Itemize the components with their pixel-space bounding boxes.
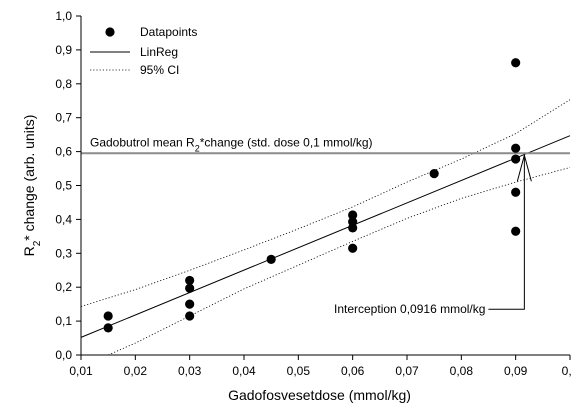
- interception-arrow-shaft: [488, 155, 525, 310]
- y-tick-label: 0,0: [55, 348, 72, 362]
- datapoint: [511, 187, 521, 197]
- y-axis-label-rest: * change (arb. units): [21, 115, 37, 241]
- chart-annotation-layer: Gadobutrol mean R2*change (std. dose 0,1…: [90, 135, 532, 316]
- linreg-line: [80, 135, 571, 338]
- y-axis-label: R2* change (arb. units): [21, 115, 43, 257]
- y-tick-label: 0,4: [55, 212, 72, 226]
- datapoint: [185, 283, 195, 293]
- interception-label: Interception 0,0916 mmol/kg: [334, 302, 485, 316]
- ci-upper-curve: [80, 99, 571, 307]
- reference-label-part: Gadobutrol mean R: [90, 135, 195, 149]
- datapoint: [185, 275, 195, 286]
- datapoint: [266, 254, 276, 265]
- x-tick-label: 0,07: [395, 364, 419, 378]
- y-tick-label: 0,5: [55, 179, 72, 193]
- y-axis-label-sub: 2: [32, 240, 43, 246]
- datapoint: [511, 154, 521, 164]
- chart-ci-layer: [80, 99, 571, 356]
- x-tick-label: 0,09: [504, 364, 528, 378]
- datapoint: [348, 243, 358, 253]
- chart-axis-layer: 0,010,020,030,040,050,060,070,080,090,10…: [21, 9, 571, 403]
- x-tick-label: 0,1: [562, 364, 571, 378]
- y-axis-label-main: R: [21, 246, 37, 256]
- datapoint: [348, 223, 358, 233]
- reference-label-rest: *change (std. dose 0,1 mmol/kg): [200, 135, 373, 149]
- datapoint: [511, 143, 521, 153]
- y-tick-label: 0,6: [55, 145, 72, 159]
- datapoint: [429, 169, 439, 179]
- datapoint: [103, 311, 113, 321]
- legend-entry: LinReg: [140, 45, 178, 59]
- chart-legend: Datapoints LinReg 95% CI: [86, 21, 210, 83]
- datapoint: [103, 323, 113, 333]
- ci-lower-curve: [108, 167, 571, 356]
- x-axis-label: Gadofosvesetdose (mmol/kg): [228, 387, 411, 403]
- x-tick-label: 0,01: [69, 364, 93, 378]
- datapoint: [185, 299, 195, 309]
- legend-entry: Datapoints: [140, 25, 197, 39]
- y-tick-label: 0,1: [55, 314, 72, 328]
- x-tick-label: 0,06: [341, 364, 365, 378]
- datapoint: [511, 58, 521, 68]
- datapoint: [511, 226, 521, 236]
- x-tick-label: 0,03: [178, 364, 202, 378]
- y-tick-label: 0,8: [55, 77, 72, 91]
- chart-lines-layer: [80, 135, 571, 338]
- interception-arrow-head: [516, 153, 532, 182]
- reference-line-label: Gadobutrol mean R2*change (std. dose 0,1…: [90, 135, 373, 153]
- legend-entry: 95% CI: [140, 63, 179, 77]
- legend-symbol-datapoints: [105, 27, 115, 37]
- x-tick-label: 0,05: [287, 364, 311, 378]
- x-tick-label: 0,04: [232, 364, 256, 378]
- y-tick-label: 0,9: [55, 43, 72, 57]
- datapoint: [185, 311, 195, 321]
- y-tick-label: 0,2: [55, 280, 72, 294]
- x-tick-label: 0,02: [124, 364, 148, 378]
- datapoint: [348, 210, 358, 220]
- y-tick-label: 0,7: [55, 111, 72, 125]
- chart-points-layer: [103, 58, 521, 333]
- reference-label-sub: 2: [195, 143, 200, 153]
- y-tick-label: 1,0: [55, 9, 72, 23]
- y-tick-label: 0,3: [55, 246, 72, 260]
- x-tick-label: 0,08: [450, 364, 474, 378]
